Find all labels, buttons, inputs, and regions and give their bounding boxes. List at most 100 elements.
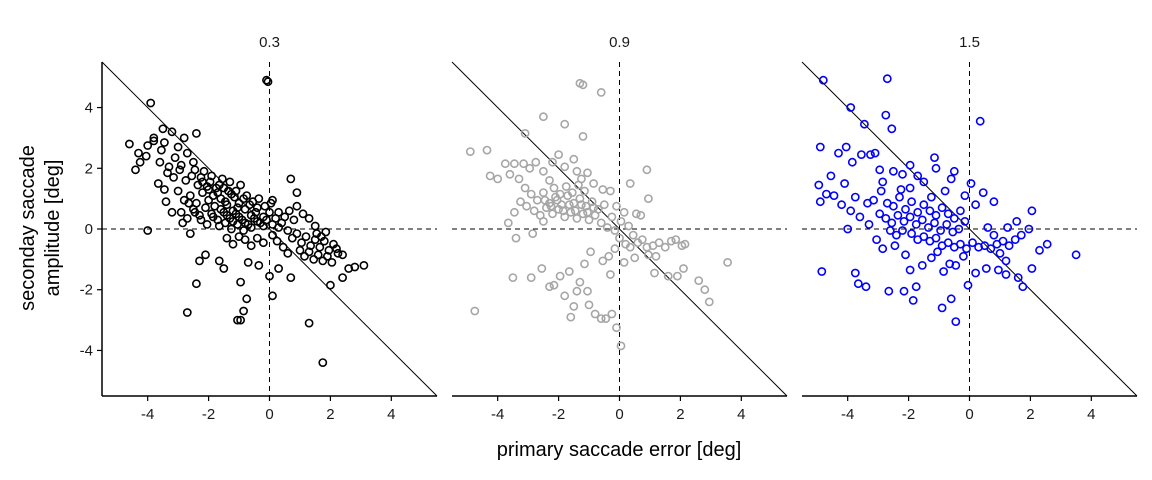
data-point	[286, 273, 296, 282]
data-point	[265, 271, 274, 281]
data-point	[596, 218, 606, 228]
data-point	[159, 185, 169, 194]
y-tick-label: 0	[85, 221, 93, 238]
data-point	[905, 160, 915, 170]
data-point	[233, 203, 242, 213]
data-point	[602, 223, 612, 232]
x-tick-label: 4	[1087, 406, 1095, 423]
data-point	[1004, 241, 1014, 251]
data-point	[236, 277, 245, 287]
data-point	[321, 227, 331, 237]
data-point	[960, 216, 970, 226]
data-point	[930, 153, 939, 162]
data-point	[866, 150, 875, 159]
data-point	[545, 175, 554, 185]
data-point	[560, 212, 570, 222]
data-point	[927, 192, 936, 202]
data-point	[673, 271, 682, 281]
data-point	[601, 314, 611, 323]
data-point	[881, 213, 891, 223]
data-point	[630, 253, 640, 263]
data-point	[615, 233, 624, 243]
data-point	[525, 163, 535, 173]
data-point	[575, 194, 585, 203]
data-point	[182, 148, 192, 158]
data-point	[951, 317, 961, 326]
data-point	[482, 145, 492, 155]
data-point	[555, 271, 565, 281]
data-point	[539, 112, 548, 122]
data-point	[919, 200, 929, 210]
data-point	[917, 215, 927, 225]
data-point	[890, 241, 900, 251]
data-point	[855, 212, 865, 222]
data-point	[580, 186, 589, 196]
data-point	[289, 215, 299, 225]
data-point	[306, 241, 315, 251]
data-point	[931, 163, 941, 173]
data-point	[878, 177, 888, 187]
data-point	[532, 195, 542, 205]
data-point	[612, 201, 621, 211]
x-tick-label: -4	[841, 406, 854, 423]
x-tick-label: -2	[202, 406, 215, 423]
data-point	[246, 241, 256, 251]
data-point	[304, 318, 314, 328]
data-point	[236, 315, 245, 325]
data-point	[514, 174, 524, 184]
data-point	[913, 171, 923, 181]
data-point	[575, 277, 585, 287]
data-point	[508, 273, 518, 282]
data-point	[604, 251, 614, 261]
x-tick-label: 4	[387, 406, 395, 423]
data-point	[860, 119, 869, 129]
y-tick-label: -2	[80, 282, 93, 299]
data-point	[905, 212, 915, 222]
data-point	[905, 265, 915, 275]
data-point	[590, 210, 600, 220]
data-point	[971, 268, 980, 278]
data-point	[966, 179, 976, 188]
data-point	[899, 216, 909, 226]
data-point	[252, 233, 262, 243]
data-point	[242, 191, 252, 200]
data-point	[943, 238, 953, 248]
x-tick-label: 0	[615, 406, 623, 423]
data-point	[846, 206, 856, 216]
data-point	[1010, 235, 1020, 244]
data-point	[850, 192, 860, 202]
data-point	[1035, 245, 1044, 255]
data-point	[936, 226, 945, 235]
data-point	[268, 291, 277, 301]
data-point	[619, 257, 629, 267]
data-point	[274, 207, 283, 217]
data-point	[485, 171, 495, 181]
data-point	[584, 300, 594, 310]
data-point	[913, 207, 923, 217]
data-point	[219, 264, 229, 273]
y-axis-title-line-1: seconday saccade	[17, 145, 39, 311]
data-point	[954, 224, 964, 234]
data-point	[637, 235, 647, 244]
data-point	[226, 224, 236, 234]
data-point	[625, 242, 635, 252]
data-point	[940, 186, 950, 196]
data-point	[552, 195, 562, 205]
data-point	[881, 110, 891, 120]
data-point	[853, 279, 863, 289]
data-point	[919, 177, 929, 187]
data-point	[149, 136, 159, 146]
data-point	[278, 242, 288, 252]
data-point	[946, 294, 956, 304]
data-point	[872, 235, 881, 244]
data-point	[651, 251, 661, 261]
data-point	[531, 157, 541, 167]
data-point	[887, 218, 897, 228]
data-point	[263, 77, 273, 87]
data-point	[251, 207, 261, 217]
data-point	[201, 203, 210, 213]
data-point	[272, 236, 282, 246]
facet-panel-1: 0.3 -4 -2 0 2 4 -4 -2 0 2 4	[80, 34, 438, 423]
data-point	[161, 197, 171, 207]
